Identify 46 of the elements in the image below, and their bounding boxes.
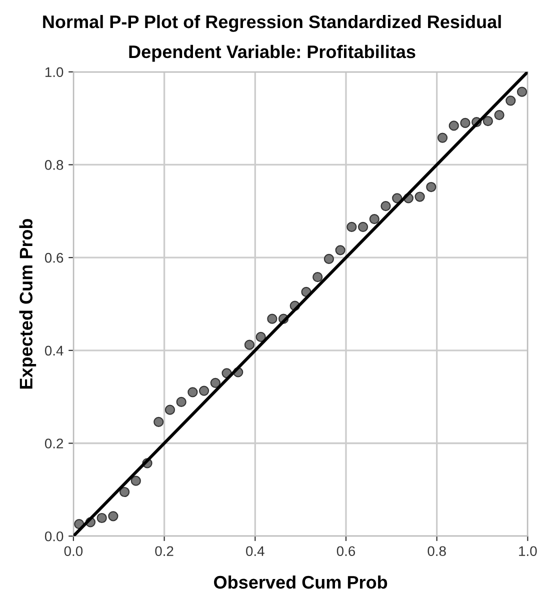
point [130, 476, 141, 486]
point [267, 314, 278, 324]
point [176, 396, 186, 407]
point [164, 404, 176, 415]
point [448, 120, 459, 131]
y-axis-title: Expected Cum Prob [19, 218, 36, 389]
x-tick-label: 0.8 [428, 546, 446, 556]
point [516, 86, 528, 97]
point [119, 486, 130, 498]
point [108, 511, 118, 522]
point [482, 116, 493, 126]
x-tick-label: 1.0 [519, 546, 537, 556]
x-tick-label: 0.6 [336, 546, 356, 556]
y-tick-label: 0.0 [44, 531, 64, 542]
point [460, 118, 470, 128]
point [188, 387, 198, 398]
x-tick-label: 0.0 [64, 546, 83, 556]
point [437, 132, 448, 143]
point [154, 416, 164, 427]
point [380, 200, 391, 212]
y-tick-label: 1.0 [45, 67, 64, 78]
point [346, 222, 357, 232]
point [358, 222, 368, 232]
point [335, 245, 346, 256]
point [392, 193, 402, 204]
point [96, 512, 107, 524]
point [506, 96, 516, 106]
point [244, 340, 255, 350]
point [312, 272, 323, 282]
y-tick-label: 0.4 [44, 346, 64, 356]
point [414, 192, 425, 202]
x-axis-title: Observed Cum Prob [214, 575, 388, 589]
point [494, 110, 504, 120]
y-tick-label: 0.6 [44, 252, 64, 263]
point [369, 214, 380, 224]
chart-title: Normal P-P Plot of Regression Standardized Residual [43, 14, 501, 32]
point [198, 386, 210, 396]
y-tick-label: 0.2 [44, 438, 64, 448]
point [210, 378, 220, 388]
point [324, 254, 334, 264]
point [426, 182, 436, 192]
x-tick-label: 0.4 [246, 546, 264, 556]
chart-subtitle: Dependent Variable: Profitabilitas [129, 44, 416, 62]
y-tick-label: 0.8 [44, 160, 64, 170]
point [256, 332, 266, 342]
x-tick-label: 0.2 [155, 546, 174, 556]
